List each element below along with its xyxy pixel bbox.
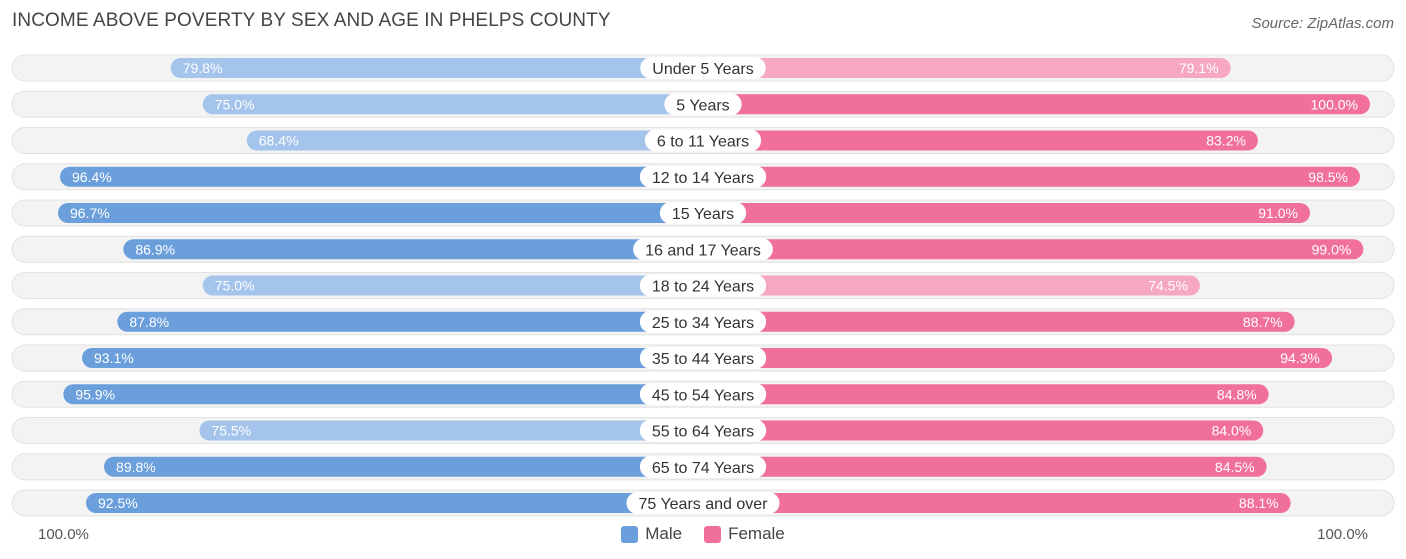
axis-right-label: 100.0% — [1317, 526, 1368, 543]
data-label-male: 86.9% — [135, 241, 175, 257]
category-pill — [639, 274, 767, 297]
legend: Male Female — [0, 524, 1406, 544]
data-label-male: 89.8% — [116, 459, 156, 475]
data-label-female: 74.5% — [1148, 278, 1188, 294]
category-pill — [639, 383, 767, 406]
bar-female[interactable] — [703, 94, 1370, 115]
bar-male[interactable] — [86, 493, 703, 513]
category-pill — [640, 57, 766, 79]
data-label-female: 84.5% — [1215, 459, 1255, 475]
bar-male[interactable] — [123, 239, 703, 260]
category-pill — [644, 129, 762, 152]
data-label-female: 100.0% — [1311, 96, 1358, 112]
bar-female[interactable] — [703, 493, 1291, 513]
category-label: 16 and 17 Years — [645, 242, 761, 259]
category-label: 25 to 34 Years — [652, 315, 754, 332]
bar-female[interactable] — [703, 456, 1267, 477]
bar-male[interactable] — [199, 420, 704, 441]
data-label-female: 91.0% — [1258, 205, 1298, 221]
data-label-male: 96.4% — [72, 169, 112, 185]
data-label-male: 79.8% — [183, 60, 223, 76]
bar-female[interactable] — [703, 58, 1231, 78]
category-label: 65 to 74 Years — [652, 460, 754, 477]
category-pill — [639, 165, 767, 188]
axis-left-label: 100.0% — [38, 526, 89, 543]
bar-female[interactable] — [703, 311, 1295, 332]
bar-male[interactable] — [117, 311, 703, 332]
category-pill — [639, 310, 767, 333]
data-label-male: 75.0% — [215, 278, 255, 294]
bar-male[interactable] — [246, 130, 703, 151]
data-label-male: 96.7% — [70, 205, 110, 221]
category-label: 12 to 14 Years — [652, 170, 754, 187]
bar-male[interactable] — [58, 203, 704, 223]
category-pill — [639, 419, 767, 442]
data-label-female: 83.2% — [1206, 133, 1246, 149]
category-label: 15 Years — [672, 206, 734, 223]
data-label-female: 88.7% — [1243, 314, 1283, 330]
data-label-male: 87.8% — [129, 314, 169, 330]
bar-female[interactable] — [703, 166, 1360, 187]
legend-swatch-male — [621, 525, 639, 543]
bar-male[interactable] — [60, 166, 703, 187]
data-label-female: 79.1% — [1179, 60, 1219, 76]
bar-male[interactable] — [82, 348, 703, 368]
data-label-male: 95.9% — [75, 386, 115, 402]
category-label: 18 to 24 Years — [652, 279, 754, 296]
chart-plot: 79.8% 79.1% Under 5 Years 75.0% 100.0% 5 Year… — [11, 54, 1395, 517]
bar-female[interactable] — [703, 130, 1258, 151]
bar-female[interactable] — [703, 384, 1269, 405]
category-pill — [659, 202, 747, 224]
category-pill — [639, 455, 767, 478]
bar-male[interactable] — [63, 384, 704, 405]
category-pill — [639, 347, 767, 369]
bar-female[interactable] — [703, 420, 1264, 441]
bar-male[interactable] — [170, 58, 703, 78]
data-label-female: 84.8% — [1217, 386, 1257, 402]
data-label-female: 94.3% — [1280, 350, 1320, 366]
category-pill — [626, 492, 780, 514]
data-label-male: 75.5% — [211, 423, 251, 439]
bar-female[interactable] — [703, 239, 1364, 260]
data-label-male: 75.0% — [215, 96, 255, 112]
bar-male[interactable] — [104, 456, 703, 477]
legend-item-female[interactable]: Female — [704, 524, 785, 544]
legend-label-male: Male — [645, 524, 683, 543]
bar-female[interactable] — [703, 348, 1332, 368]
category-pill — [664, 93, 742, 116]
data-label-male: 68.4% — [259, 133, 299, 149]
category-label: 35 to 44 Years — [652, 351, 754, 368]
data-label-female: 88.1% — [1239, 495, 1279, 511]
bar-male[interactable] — [202, 94, 703, 115]
data-label-female: 99.0% — [1312, 241, 1352, 257]
category-label: 45 to 54 Years — [652, 387, 754, 404]
category-pill — [633, 238, 773, 261]
source-label: Source: ZipAtlas.com — [1251, 15, 1394, 32]
category-label: Under 5 Years — [652, 61, 753, 78]
bar-female[interactable] — [703, 275, 1200, 296]
legend-item-male[interactable]: Male — [621, 524, 682, 544]
category-label: 5 Years — [676, 97, 729, 114]
category-label: 6 to 11 Years — [657, 134, 749, 151]
legend-swatch-female — [704, 525, 722, 543]
chart-title: INCOME ABOVE POVERTY BY SEX AND AGE IN P… — [12, 10, 611, 31]
data-label-female: 98.5% — [1308, 169, 1348, 185]
data-label-female: 84.0% — [1212, 423, 1252, 439]
bar-male[interactable] — [202, 275, 703, 296]
bar-female[interactable] — [703, 203, 1310, 223]
data-label-male: 93.1% — [94, 350, 134, 366]
data-label-male: 92.5% — [98, 495, 138, 511]
category-label: 75 Years and over — [639, 496, 769, 513]
legend-label-female: Female — [728, 524, 785, 543]
category-label: 55 to 64 Years — [652, 424, 754, 441]
